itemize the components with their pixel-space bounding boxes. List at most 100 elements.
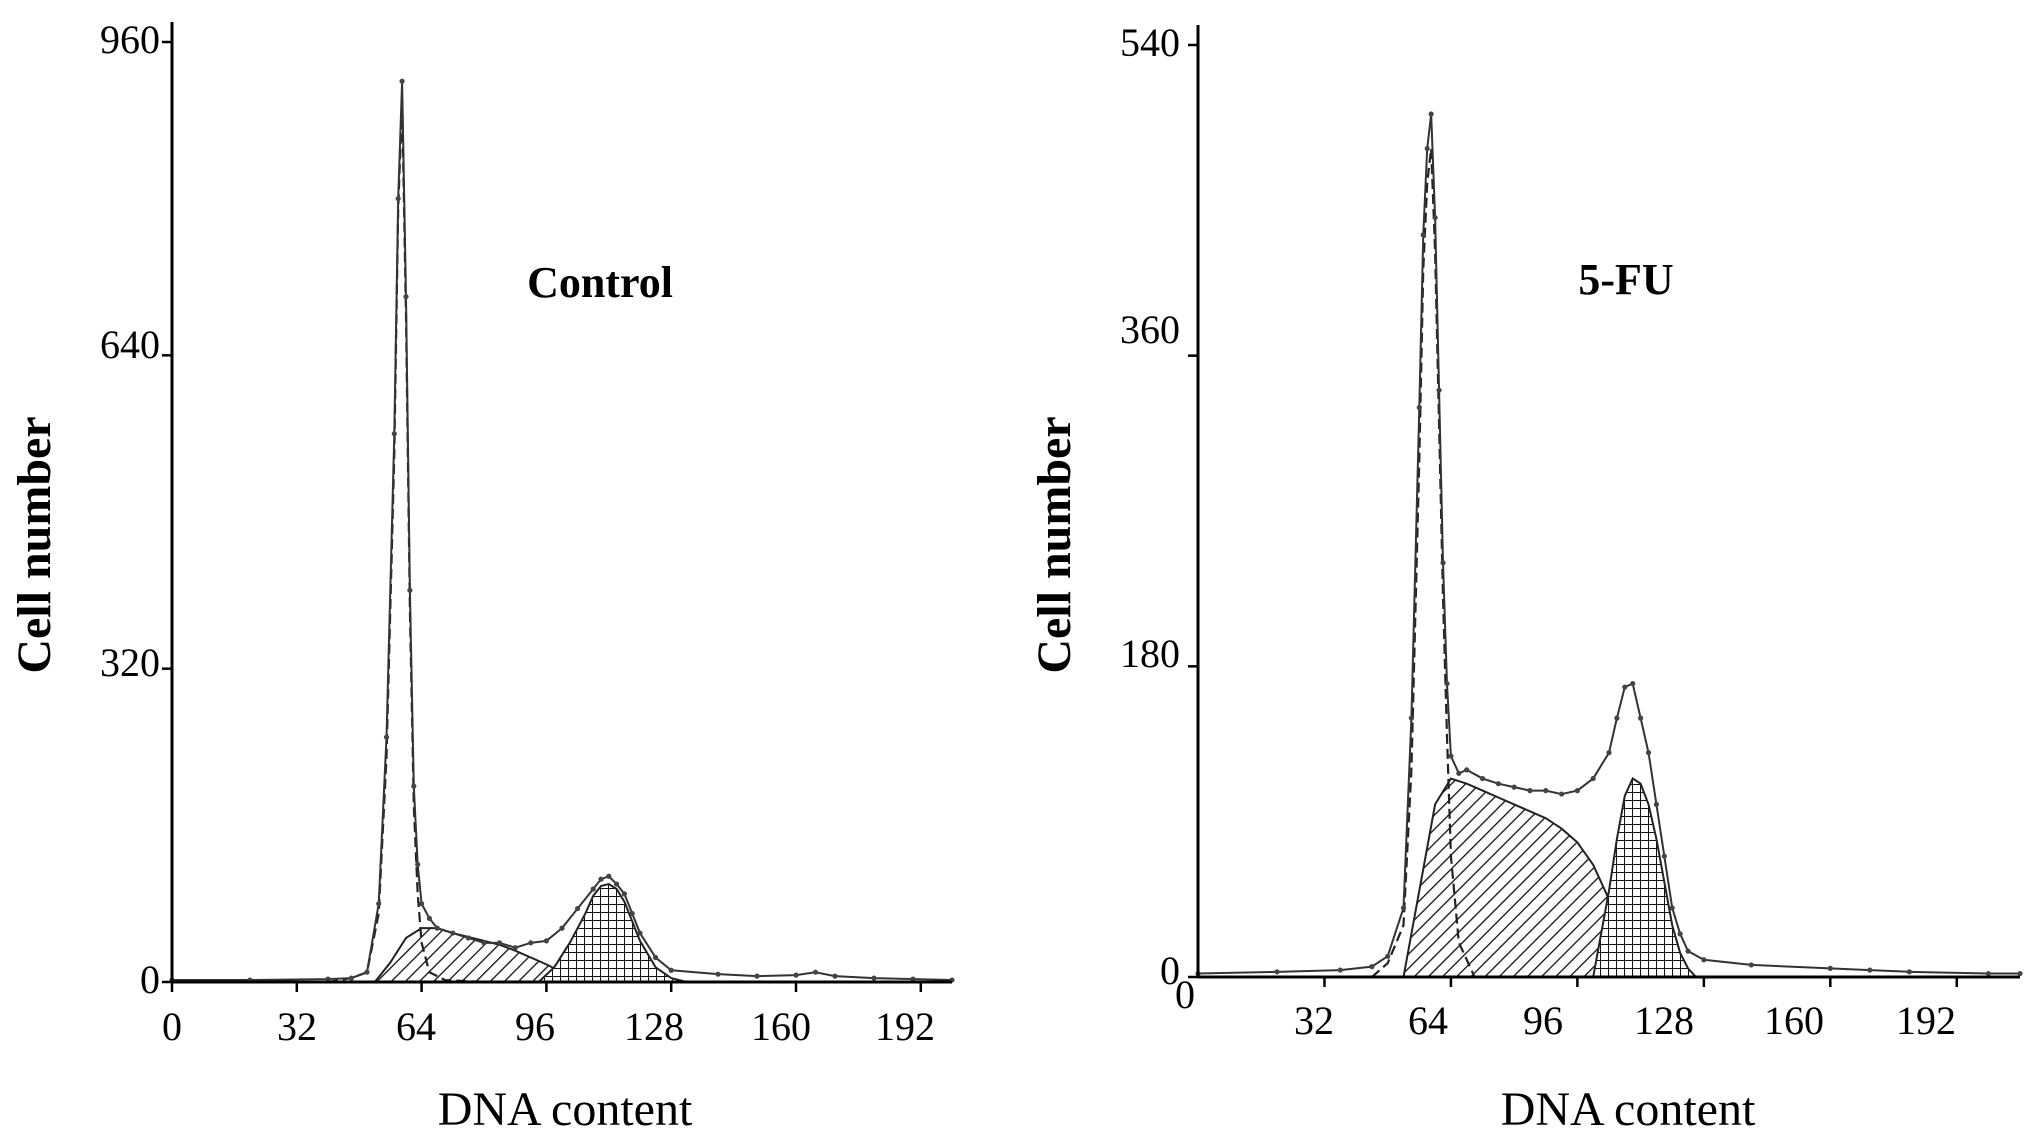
control-histogram-point [590,886,596,892]
control-histogram-point [812,969,819,975]
chart-5fu: 5-FU 0 180 360 540 0 32 64 96 128 160 19… [1028,20,2023,1135]
control-histogram-point [543,938,550,944]
fu-histogram-point [1274,969,1280,975]
control-histogram-point [407,587,413,593]
fu-g2m-area [1591,777,1699,978]
fu-histogram-point [1661,853,1667,859]
control-histogram-point [754,973,760,979]
control-x-tick-labels: 0 32 64 96 128 160 192 [162,1004,935,1049]
fu-histogram-point [1479,775,1486,782]
control-histogram-point [614,881,620,887]
control-histogram-point [481,940,487,946]
control-histogram-point [399,78,405,84]
fu-histogram-point [1985,970,1991,977]
fu-histogram-point [1653,801,1660,808]
fu-histogram-point [2017,970,2023,977]
control-x-tick-label: 160 [751,1004,811,1049]
chart-control: Control 0 320 640 960 0 32 64 96 128 160… [8,17,955,1135]
control-histogram-point [575,905,581,912]
control-histogram-point [348,975,354,981]
fu-histogram-point [1464,767,1470,773]
control-histogram-point [450,930,456,936]
fu-x-tick-label: 96 [1523,998,1563,1043]
control-histogram-point [426,915,432,921]
control-histogram-point [465,935,471,941]
fu-histogram-point [1638,715,1644,721]
fu-histogram-point [1827,965,1833,971]
fu-histogram-point [1416,404,1422,411]
fu-histogram-point [1436,387,1442,393]
fu-histogram-point [1456,770,1462,776]
fu-x-tick-label: 192 [1896,998,1956,1043]
control-y-tick-label: 640 [100,322,160,367]
control-histogram-point [871,975,877,981]
fu-histogram-point [1420,232,1426,238]
control-histogram-point [715,971,721,977]
fu-histogram-point [1677,931,1683,937]
control-histogram-point [376,901,382,907]
control-histogram-point [383,734,390,740]
fu-histogram-point [1543,788,1549,794]
fu-histogram-point [1574,788,1580,794]
fu-histogram-point [1669,905,1675,911]
fu-g1-fit-line [1371,148,1476,978]
control-y-tick-label: 960 [100,17,160,62]
fu-histogram-point [1432,214,1438,221]
control-histogram-point [497,940,503,946]
fu-histogram-point [1495,781,1501,787]
control-histogram-point [606,873,612,879]
fu-histogram-point [1408,715,1415,721]
fu-x-tick-label: 160 [1764,998,1824,1043]
fu-y-tick-label: 0 [1160,948,1180,993]
control-g2m-area [536,883,688,983]
fu-x-tick-label: 64 [1408,998,1448,1043]
control-histogram-point [415,861,421,868]
control-histogram-point [528,940,534,946]
fu-plot-marks [1195,111,2023,978]
fu-histogram-line [1197,113,2020,975]
control-x-axis-title: DNA content [438,1083,693,1135]
control-histogram-point [364,969,370,975]
fu-axes [1188,25,2020,987]
control-histogram-point [832,973,838,979]
fu-histogram-point [1400,905,1407,911]
fu-histogram-point [1614,715,1620,721]
fu-x-tick-label: 32 [1294,998,1334,1043]
fu-histogram-point [1630,680,1636,687]
fu-histogram-point [1590,775,1596,782]
fu-histogram-point [1337,967,1343,973]
control-x-tick-label: 64 [396,1004,436,1049]
fu-y-tick-label: 360 [1120,307,1180,352]
fu-histogram-point [1906,969,1912,975]
fu-x-tick-labels: 32 64 96 128 160 192 [1294,998,1956,1043]
fu-histogram-point [1685,948,1691,954]
control-histogram-point [668,967,674,973]
fu-histogram-point [1428,111,1434,117]
fu-origin-label: 0 [1175,972,1195,1017]
fu-histogram-point [1527,788,1533,794]
control-y-tick-label: 320 [100,640,160,685]
control-histogram-point [325,976,331,982]
control-histogram-point [434,925,440,931]
control-histogram-point [637,930,643,936]
fu-histogram-point [1748,962,1754,968]
control-plot-marks [169,78,955,984]
control-y-tick-label: 0 [140,957,160,1002]
control-annotation: Control [527,258,673,307]
fu-y-tick-label: 540 [1120,20,1180,65]
control-histogram-point [395,196,401,202]
fu-histogram-point [1511,784,1517,790]
fu-histogram-point [1558,791,1565,797]
control-x-tick-label: 192 [875,1004,935,1049]
control-axes [162,22,952,992]
fu-histogram-point [1444,680,1450,687]
control-histogram-point [559,925,565,931]
control-histogram-point [391,431,397,437]
fu-histogram-point [1645,750,1652,756]
fu-histogram-point [1606,750,1612,756]
control-g1-fit-line [327,100,485,984]
fu-histogram-point [1701,957,1707,963]
control-x-tick-label: 96 [515,1004,555,1049]
control-histogram-point [411,783,417,789]
control-histogram-point [793,972,799,978]
